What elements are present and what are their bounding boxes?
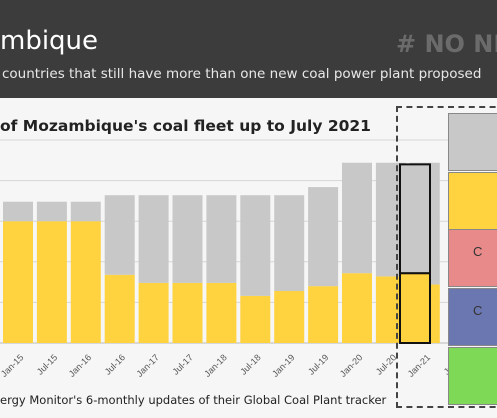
banner-hashtag: # NO NE [396, 30, 497, 58]
bar-Jul-16-s1 [104, 195, 135, 275]
chart-title: of Mozambique's coal fleet up to July 20… [0, 117, 371, 135]
bar-Jan-19-s0 [274, 291, 305, 343]
legend-swatch-4 [448, 347, 497, 405]
source-note: ergy Monitor's 6-monthly updates of thei… [0, 393, 387, 407]
bar-Jan-18-s0 [206, 282, 237, 343]
tick-label-Jul-16: Jul-16 [103, 352, 127, 376]
legend-swatch-1 [448, 172, 497, 230]
tick-label-Jul-20: Jul-20 [374, 352, 398, 376]
bar-Jul-18-s0 [240, 295, 271, 343]
bar-Jan-20-s0 [342, 273, 372, 343]
banner-title: mbique [0, 26, 99, 56]
bar-Jan-16-s0 [70, 221, 101, 343]
banner-subtitle: countries that still have more than one … [2, 66, 482, 82]
bar-Jan-18-s1 [206, 195, 237, 283]
highlight-dashed-box [396, 106, 497, 408]
tick-label-Jan-15: Jan-15 [0, 352, 25, 379]
bar-Jul-15-s0 [36, 221, 67, 343]
legend-label-3: C [473, 303, 483, 318]
bar-Jul-15-s1 [36, 201, 67, 222]
bar-Jan-15-s0 [3, 221, 33, 343]
tick-label-Jan-20: Jan-20 [338, 352, 365, 379]
legend-swatch-2: C [448, 229, 497, 287]
tick-label-Jan-17: Jan-17 [134, 352, 161, 379]
tick-label-Jan-18: Jan-18 [202, 352, 229, 379]
tick-label-Jul-15: Jul-15 [35, 352, 59, 376]
bar-Jul-18-s1 [240, 195, 271, 296]
bar-Jul-16-s0 [104, 274, 135, 343]
tick-label-Jan-19: Jan-19 [270, 352, 297, 379]
legend-swatch-3: C [448, 288, 497, 346]
tick-label-Jul-17: Jul-17 [171, 352, 195, 376]
bar-Jan-16-s1 [70, 201, 101, 222]
bar-Jan-17-s0 [138, 282, 169, 343]
tick-label-Jul-19: Jul-19 [306, 352, 330, 376]
bar-Jul-19-s1 [308, 187, 339, 287]
header-banner: mbique # NO NE countries that still have… [0, 0, 497, 98]
legend-swatch-0 [448, 113, 497, 171]
bar-Jan-15-s1 [3, 201, 33, 222]
bar-Jan-19-s1 [274, 195, 305, 292]
highlight-bar-s0 [399, 272, 431, 344]
legend-label-2: C [473, 244, 483, 259]
bar-Jul-19-s0 [308, 286, 339, 343]
highlight-bar-s1 [399, 163, 431, 275]
tick-label-Jul-18: Jul-18 [238, 352, 262, 376]
bar-Jul-17-s0 [172, 282, 203, 343]
bar-Jan-17-s1 [138, 195, 169, 283]
bar-Jul-17-s1 [172, 195, 203, 283]
tick-label-Jan-16: Jan-16 [67, 352, 94, 379]
bar-Jan-20-s1 [342, 162, 372, 274]
